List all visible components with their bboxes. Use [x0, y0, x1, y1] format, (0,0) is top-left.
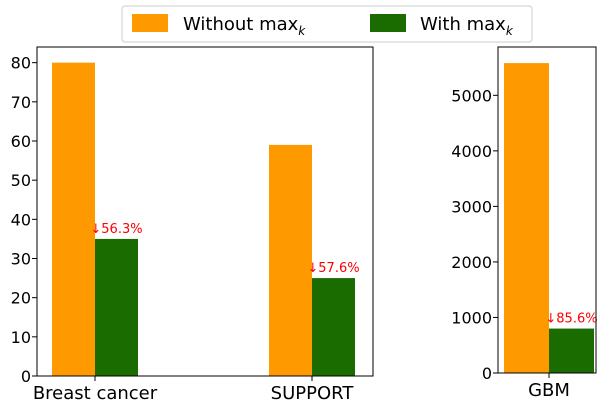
legend-label-with-main: With max — [420, 14, 506, 35]
chart-right-y-axis: 0 1000 2000 3000 4000 5000 — [451, 86, 498, 383]
legend-label-with-sub: k — [506, 24, 514, 38]
reduction-label: ↓85.6% — [545, 312, 597, 327]
chart-left: ↓56.3% ↓57.6% 0 10 20 30 40 50 60 70 80 Breast ca… — [11, 46, 374, 403]
chart-right: ↓85.6% 0 1000 2000 3000 4000 5000 GBM — [451, 46, 598, 401]
y-tick-label: 70 — [11, 93, 31, 112]
legend-label-without: Without maxk — [183, 14, 306, 38]
legend-swatch-without — [132, 14, 168, 32]
chart-right-bars — [504, 63, 594, 373]
bar-gbm-without — [504, 63, 549, 373]
legend-label-without-sub: k — [298, 24, 306, 38]
legend: Without maxk With maxk — [121, 5, 533, 43]
bar-breast-cancer-without — [52, 62, 95, 377]
x-tick-label: SUPPORT — [271, 383, 355, 403]
y-tick-label: 40 — [11, 210, 31, 229]
y-tick-label: 1000 — [451, 308, 492, 327]
reduction-label: ↓57.6% — [307, 261, 359, 276]
y-tick-label: 4000 — [451, 142, 492, 161]
chart-right-frame — [497, 46, 597, 374]
y-tick-label: 5000 — [451, 86, 492, 105]
y-tick-label: 20 — [11, 289, 31, 308]
chart-right-annotations: ↓85.6% — [545, 312, 597, 327]
y-tick-label: 60 — [11, 132, 31, 151]
legend-swatch-with — [370, 14, 406, 32]
legend-label-with: With maxk — [420, 14, 514, 38]
chart-left-frame — [36, 46, 374, 377]
x-tick-label: GBM — [528, 380, 570, 401]
legend-frame — [121, 5, 533, 43]
reduction-label: ↓56.3% — [90, 222, 142, 237]
y-tick-label: 3000 — [451, 197, 492, 216]
y-tick-label: 0 — [21, 367, 31, 386]
bar-breast-cancer-with — [95, 238, 138, 376]
chart-left-x-axis: Breast cancer SUPPORT — [33, 376, 355, 403]
chart-right-x-axis: GBM — [528, 373, 570, 401]
y-tick-label: 80 — [11, 54, 31, 73]
x-tick-label: Breast cancer — [33, 383, 158, 403]
bar-support-with — [312, 278, 355, 376]
y-tick-label: 0 — [482, 364, 492, 383]
chart-left-annotations: ↓56.3% ↓57.6% — [90, 222, 359, 276]
chart-left-bars — [52, 62, 355, 377]
y-tick-label: 10 — [11, 328, 31, 347]
y-tick-label: 50 — [11, 171, 31, 190]
bar-gbm-with — [549, 328, 594, 373]
y-tick-label: 2000 — [451, 253, 492, 272]
y-tick-label: 30 — [11, 250, 31, 269]
bar-support-without — [269, 144, 312, 376]
legend-label-without-main: Without max — [183, 14, 299, 35]
chart-left-y-axis: 0 10 20 30 40 50 60 70 80 — [11, 54, 37, 386]
